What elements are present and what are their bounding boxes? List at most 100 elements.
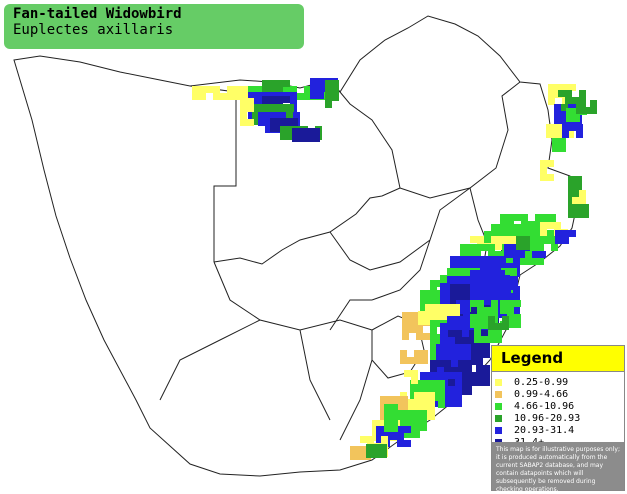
occupancy-cell <box>373 451 380 458</box>
occupancy-cell <box>406 410 413 417</box>
occupancy-cell <box>516 236 523 243</box>
occupancy-cell <box>407 357 414 364</box>
occupancy-cell <box>583 107 590 114</box>
occupancy-cell <box>404 370 411 377</box>
occupancy-cell <box>526 231 533 238</box>
occupancy-cell <box>448 393 455 400</box>
occupancy-cell <box>234 86 241 93</box>
legend-items: 0.25-0.99 0.99-4.66 4.66-10.96 10.96-20.… <box>492 372 624 448</box>
occupancy-cell <box>480 274 487 281</box>
occupancy-cell <box>290 99 297 106</box>
occupancy-cell <box>569 230 576 237</box>
occupancy-cell <box>350 453 357 460</box>
occupancy-cell <box>240 98 247 105</box>
occupancy-cell <box>548 84 555 91</box>
occupancy-cell <box>530 244 537 251</box>
occupancy-cell <box>425 311 432 318</box>
occupancy-cell <box>457 351 464 358</box>
occupancy-cell <box>537 244 544 251</box>
occupancy-cell <box>276 92 283 99</box>
occupancy-cell <box>397 426 404 433</box>
occupancy-cell <box>366 444 373 451</box>
legend-panel: Legend 0.25-0.99 0.99-4.66 4.66-10.96 10… <box>491 345 625 493</box>
occupancy-cell <box>402 333 409 340</box>
occupancy-cell <box>437 360 444 367</box>
occupancy-cell <box>304 86 311 93</box>
occupancy-cell <box>276 80 283 87</box>
occupancy-cell <box>500 214 507 221</box>
occupancy-cell <box>436 344 443 351</box>
occupancy-cell <box>372 420 379 427</box>
occupancy-cell <box>566 115 573 122</box>
occupancy-cell <box>438 387 445 394</box>
occupancy-cell <box>483 351 490 358</box>
occupancy-cell <box>582 204 589 211</box>
occupancy-cell <box>540 229 547 236</box>
legend-label: 4.66-10.96 <box>514 400 575 412</box>
occupancy-cell <box>490 290 497 297</box>
occupancy-cell <box>310 85 317 92</box>
occupancy-cell <box>458 367 465 374</box>
occupancy-cell <box>439 311 446 318</box>
occupancy-cell <box>532 251 539 258</box>
occupancy-cell <box>505 236 512 243</box>
occupancy-cell <box>421 357 428 364</box>
occupancy-cell <box>561 118 568 125</box>
occupancy-cell <box>372 427 379 434</box>
occupancy-cell <box>406 417 413 424</box>
occupancy-cell <box>414 350 421 357</box>
occupancy-cell <box>455 330 462 337</box>
occupancy-cell <box>488 329 495 336</box>
occupancy-cell <box>283 92 290 99</box>
occupancy-cell <box>265 126 272 133</box>
occupancy-cell <box>270 125 277 132</box>
border-zimbabwe-mozambique <box>399 81 521 199</box>
occupancy-cell <box>384 404 391 411</box>
occupancy-cell <box>413 417 420 424</box>
occupancy-cell <box>306 135 313 142</box>
occupancy-cell <box>273 104 280 111</box>
occupancy-cell <box>379 420 386 427</box>
occupancy-cell <box>465 388 472 395</box>
occupancy-cell <box>455 386 462 393</box>
occupancy-cell <box>476 372 483 379</box>
occupancy-cell <box>279 112 286 119</box>
occupancy-cell <box>291 118 298 125</box>
occupancy-cell <box>272 112 279 119</box>
occupancy-cell <box>491 224 498 231</box>
occupancy-cell <box>503 268 510 275</box>
occupancy-cell <box>400 392 407 399</box>
occupancy-cell <box>579 197 586 204</box>
occupancy-cell <box>558 104 565 111</box>
occupancy-cell <box>450 344 457 351</box>
occupancy-cell <box>547 174 554 181</box>
occupancy-cell <box>434 400 441 407</box>
occupancy-cell <box>465 374 472 381</box>
occupancy-cell <box>565 90 572 97</box>
occupancy-cell <box>552 145 559 152</box>
legend-swatch <box>495 414 502 422</box>
occupancy-cell <box>552 138 559 145</box>
occupancy-cell <box>436 351 443 358</box>
occupancy-cell <box>469 330 476 337</box>
occupancy-cell <box>512 236 519 243</box>
occupancy-cell <box>409 326 416 333</box>
occupancy-cell <box>455 379 462 386</box>
occupancy-cell <box>526 224 533 231</box>
occupancy-cell <box>457 344 464 351</box>
occupancy-cell <box>431 380 438 387</box>
occupancy-cell <box>576 124 583 131</box>
occupancy-cell <box>440 275 447 282</box>
occupancy-cell <box>477 300 484 307</box>
occupancy-cell <box>576 100 583 107</box>
occupancy-cell <box>292 135 299 142</box>
occupancy-cell <box>391 418 398 425</box>
occupancy-cell <box>505 231 512 238</box>
occupancy-cell <box>269 96 276 103</box>
occupancy-cell <box>575 183 582 190</box>
species-common-name: Fan-tailed Widowbird <box>13 6 182 22</box>
occupancy-cell <box>431 387 438 394</box>
occupancy-cell <box>373 444 380 451</box>
occupancy-cell <box>402 326 409 333</box>
occupancy-cell <box>484 298 491 305</box>
